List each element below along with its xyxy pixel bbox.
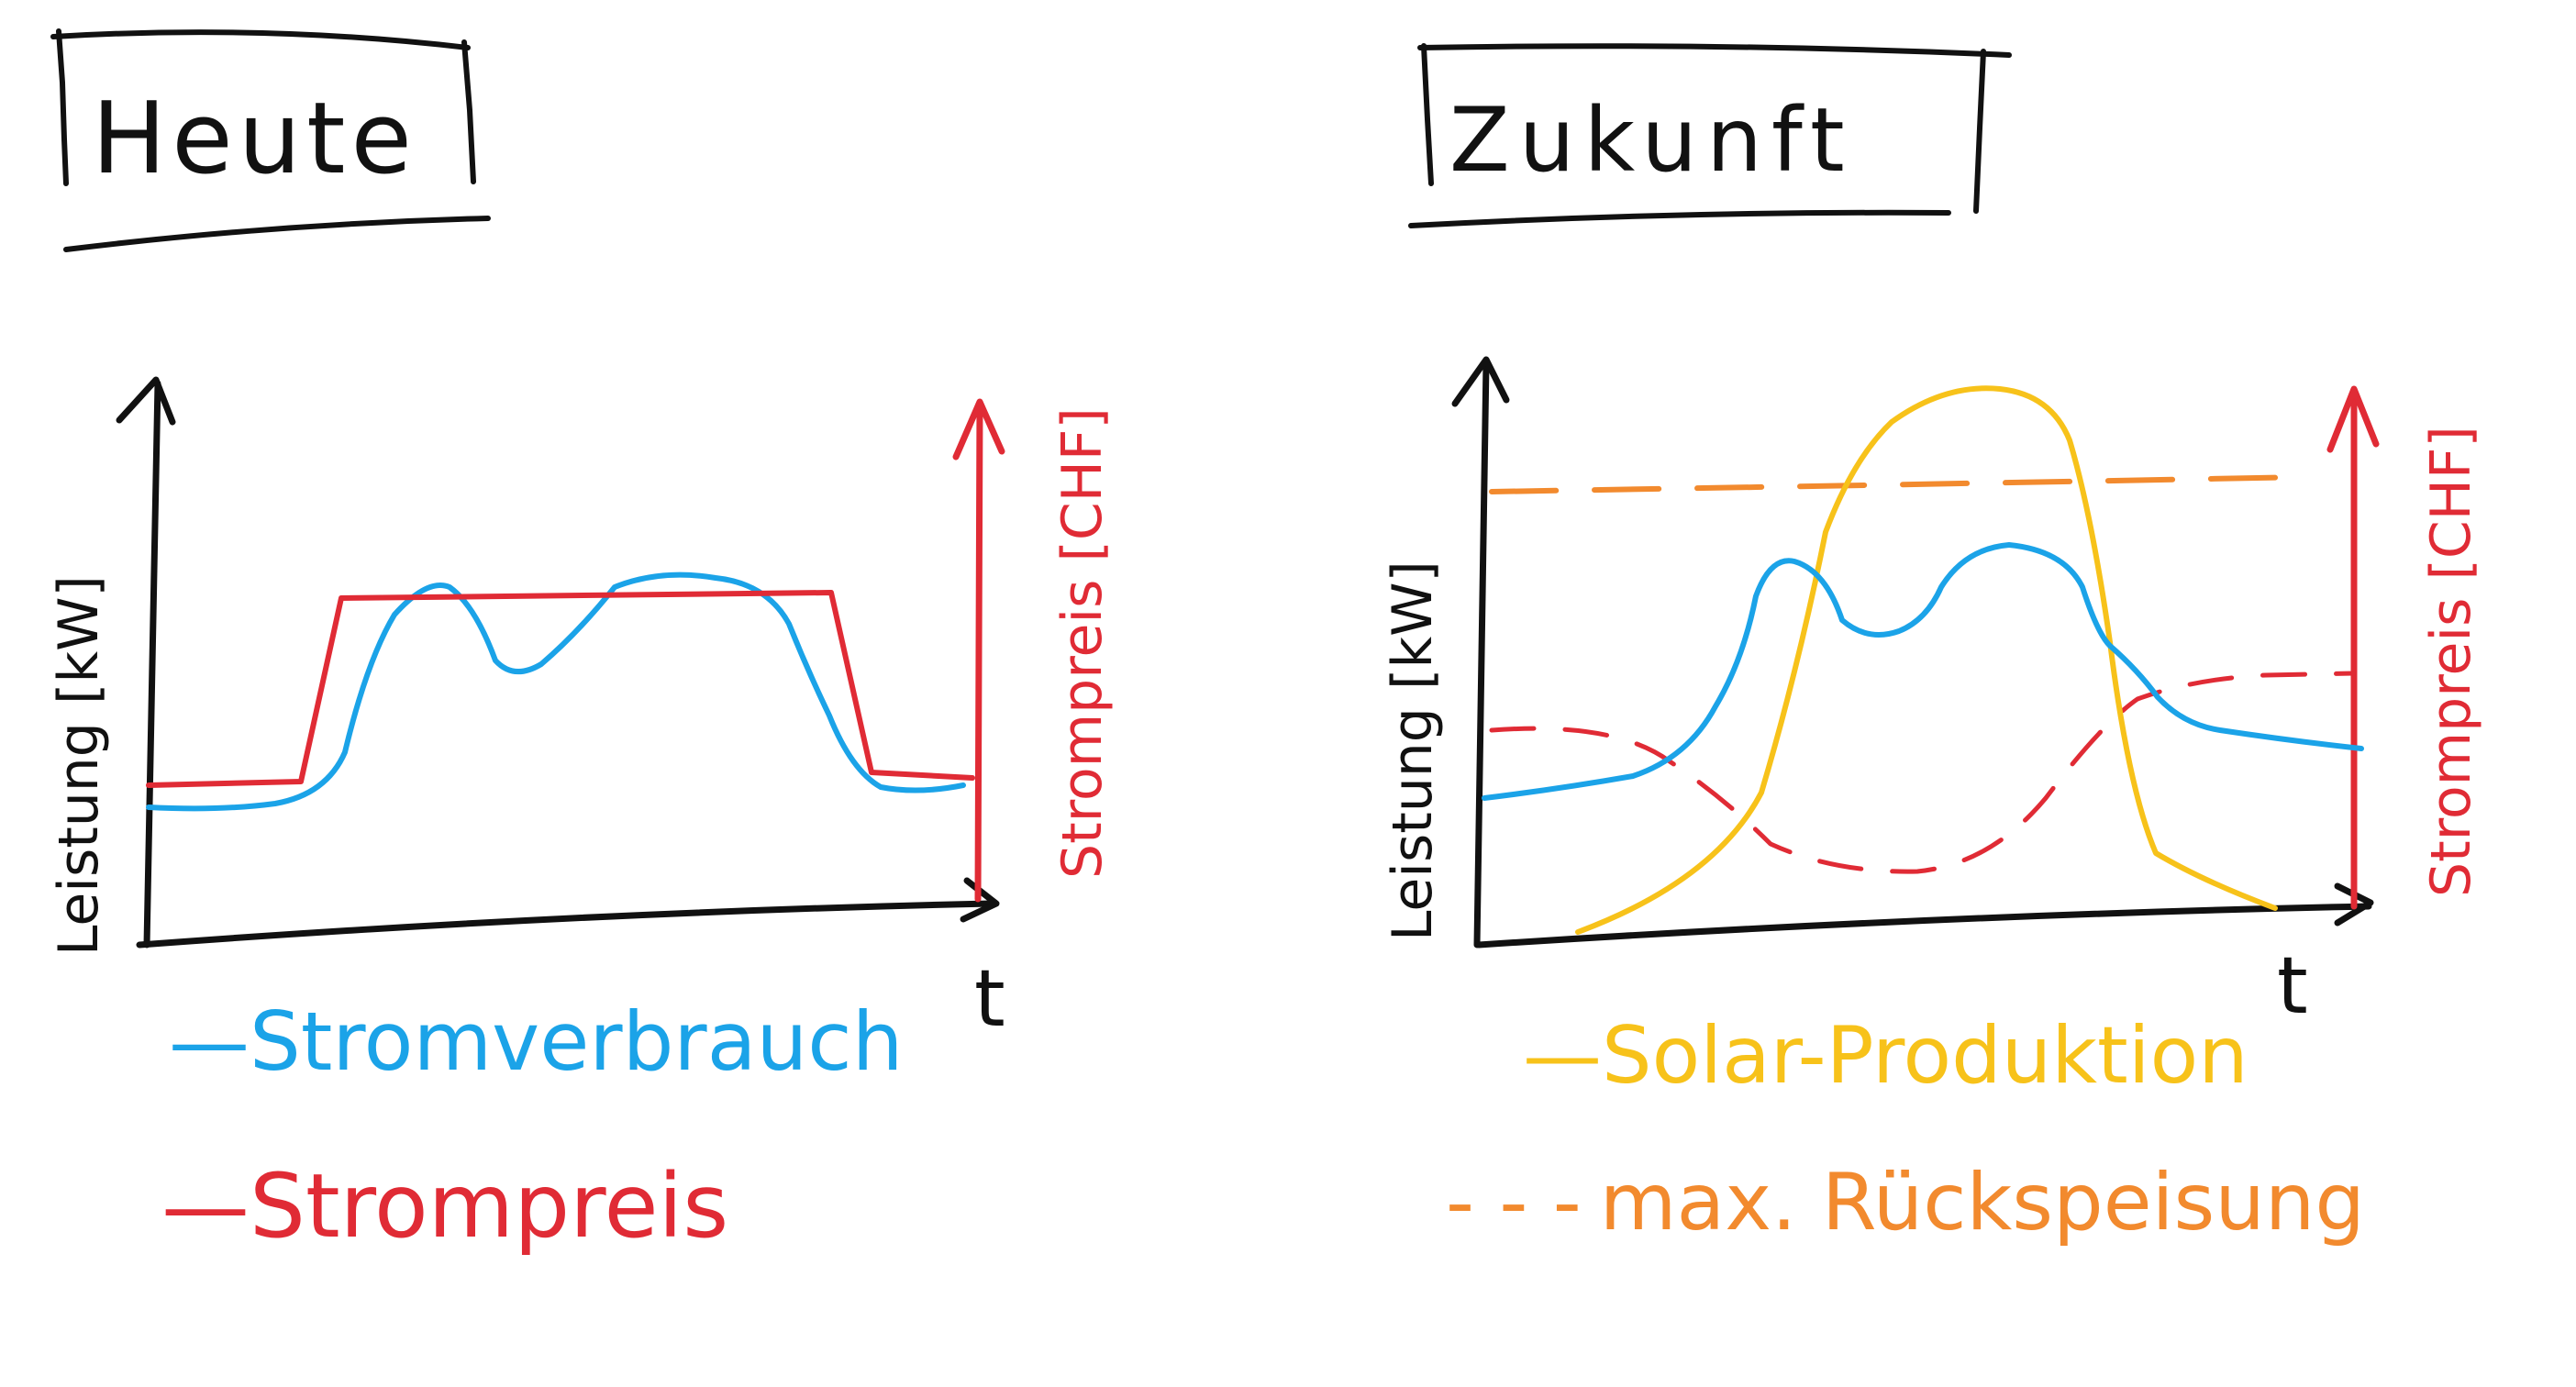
price-axis-today [952,398,1005,903]
legend-marker-feedin: - - - [1446,1157,1582,1248]
price-line-future [1489,671,2357,874]
y2-label-today: Strompreis [CHF] [1050,407,1115,879]
y-label-future: Leistung [kW] [1381,560,1445,941]
legend-marker-consumption: — [169,994,250,1089]
legend-marker-price: — [161,1155,250,1258]
price-line-today [146,590,975,788]
legend-marker-solar: — [1523,1010,1602,1102]
legend-item-solar: —Solar-Produktion [1523,1010,2248,1102]
title-frame-today [50,28,491,252]
y2-label-future: Strompreis [CHF] [2419,426,2483,897]
y-axis-future [1473,360,1490,949]
solar-line-future [1575,385,2278,935]
x-label-future: t [2277,940,2308,1032]
y-axis-arrow-icon [116,376,176,426]
x-axis-arrow-icon [2334,882,2374,927]
y-axis-today [143,380,161,949]
consumption-line-today [146,571,966,812]
legend-future: —Solar-Produktion - - - max. Rückspeisung [1446,1010,2365,1248]
legend-label-solar: Solar-Produktion [1602,1010,2248,1102]
price-axis-future [2326,385,2380,910]
x-axis-future [1475,903,2372,949]
price-axis-arrow-icon [2326,385,2380,453]
legend-item-price: —Strompreis [161,1155,728,1258]
x-label-today: t [974,953,1005,1045]
x-axis-today [136,900,994,949]
axes-future [1451,356,2374,949]
consumption-line-future [1482,542,2364,801]
y-axis-arrow-icon [1451,356,1510,407]
panel-today: Heute Leistung [kW] Strompreis [CHF] t —… [47,28,1115,1258]
feedin-line-future [1489,474,2307,494]
panel-future: Zukunft Leistung [kW] Strompreis [CHF] t [1381,43,2483,1248]
legend-label-feedin: max. Rückspeisung [1600,1157,2365,1248]
price-axis-arrow-icon [952,398,1005,460]
title-future: Zukunft [1449,89,1854,192]
legend-label-consumption: Stromverbrauch [250,994,903,1089]
title-frame-future [1408,43,2012,228]
axes-today [116,376,1000,949]
legend-today: —Stromverbrauch —Strompreis [161,994,903,1258]
legend-label-price: Strompreis [250,1155,728,1258]
legend-item-consumption: —Stromverbrauch [169,994,903,1089]
legend-item-feedin: - - - max. Rückspeisung [1446,1157,2365,1248]
title-today: Heute [92,82,417,196]
y-label-today: Leistung [kW] [47,575,111,956]
